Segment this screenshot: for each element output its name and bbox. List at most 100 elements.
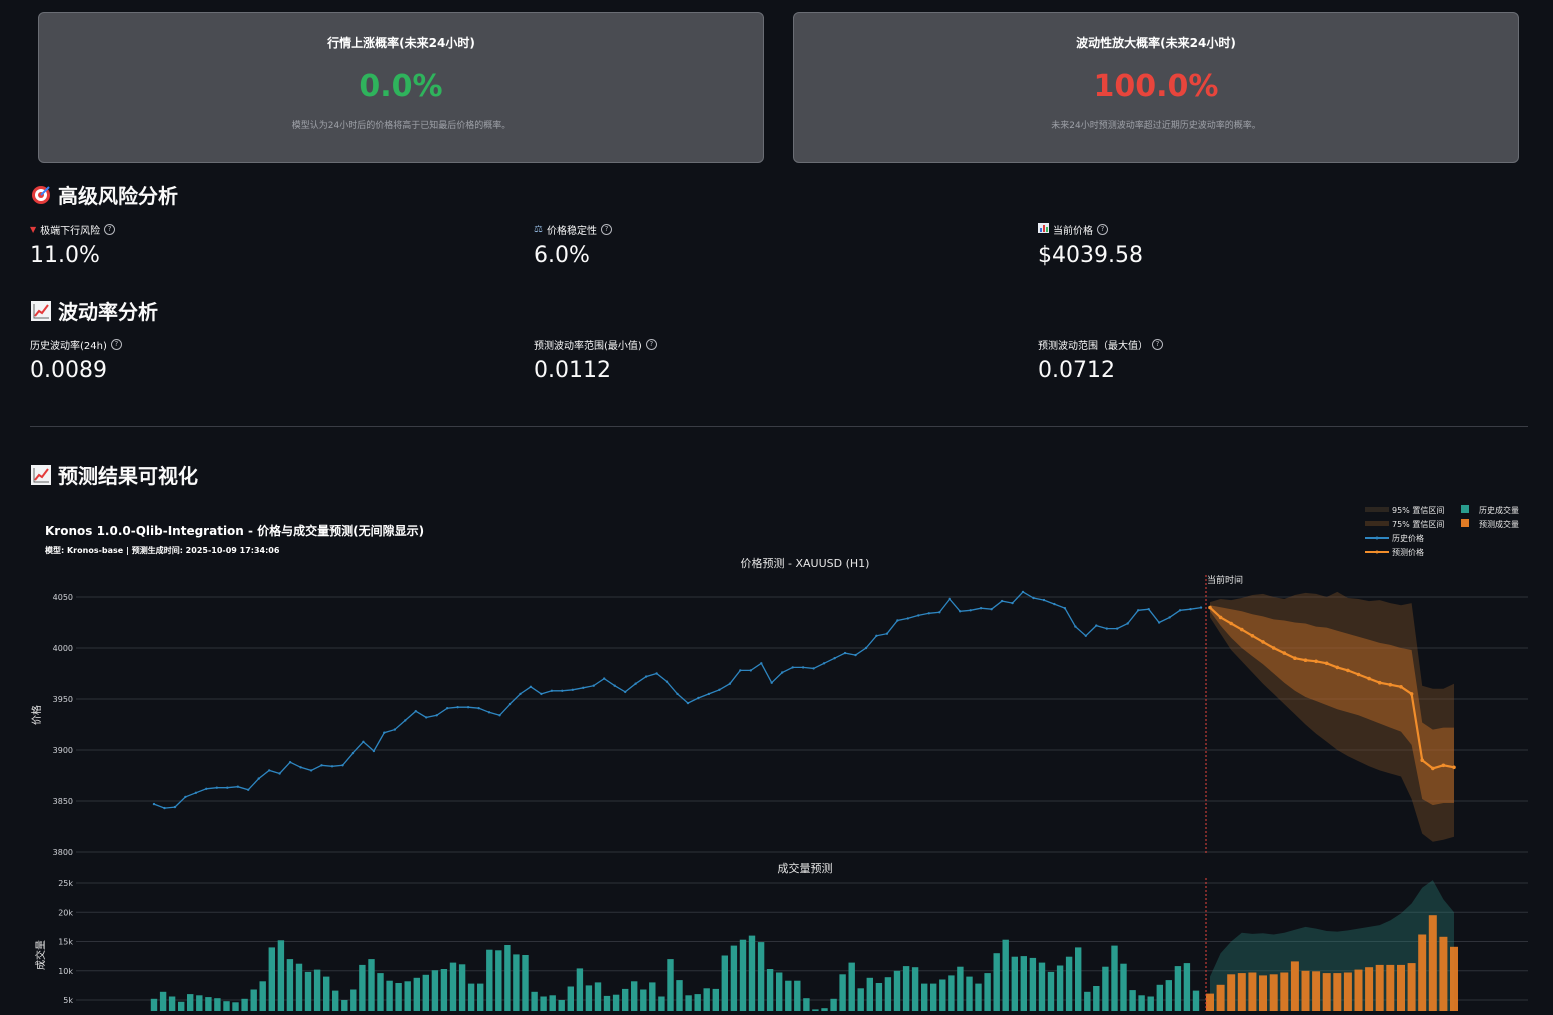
chart-legend[interactable]: 95% 置信区间 75% 置信区间 历史价格 预测价格 历史成交量 预测成交量 [1365,505,1519,557]
historical-price-line [153,591,1202,809]
volume-bar [295,963,303,1011]
volume-bar [458,964,466,1011]
legend-label[interactable]: 75% 置信区间 [1392,519,1444,529]
volume-bar [187,994,194,1011]
volume-bar [558,1000,565,1011]
legend-label[interactable]: 预测成交量 [1479,519,1519,529]
historical-price-point [414,710,417,713]
volume-bar [612,994,620,1011]
help-icon[interactable]: ? [1152,339,1163,350]
historical-price-point [812,667,815,670]
volume-bar [549,995,556,1011]
chart-canvas[interactable]: Kronos 1.0.0-Qlib-Integration - 价格与成交量预测… [0,490,1553,1012]
historical-price-point [226,786,229,789]
volume-bar [1165,980,1172,1011]
historical-price-point [288,761,292,764]
historical-price-point [519,692,522,696]
volume-bar [930,983,937,1011]
volume-bar [268,947,275,1011]
forecast-price-point [1452,765,1456,770]
help-icon[interactable]: ? [110,339,122,350]
metric-value: 0.0712 [1038,358,1115,383]
historical-price-point [550,689,554,692]
help-icon[interactable]: ? [600,224,612,235]
volume-bar [993,953,1000,1011]
volume-tick-label: 25k [58,879,73,888]
predicted-volume-bar [1333,973,1342,1011]
volume-bar [821,1008,828,1011]
historical-price-point [697,696,700,700]
historical-price-point [425,716,428,719]
historical-price-point [268,769,271,772]
legend-swatch-95 [1365,507,1389,512]
volume-bar [857,988,864,1011]
volume-bar [377,973,384,1011]
card-description: 模型认为24小时后的价格将高于已知最后价格的概率。 [291,121,511,131]
historical-price-point [362,740,365,743]
volume-bar [567,986,574,1011]
historical-price-point [456,706,459,709]
volume-bar [1093,986,1100,1011]
volume-bar [359,964,366,1011]
historical-price-point [791,666,794,669]
legend-label[interactable]: 预测价格 [1392,547,1424,557]
historical-price-point [372,749,376,753]
help-icon[interactable]: ? [645,339,657,350]
volume-bar [785,980,792,1011]
historical-price-point [571,688,574,691]
historical-price-point [969,609,972,612]
help-icon[interactable]: ? [104,224,116,235]
forecast-price-point [1356,672,1361,677]
historical-price-point [205,787,208,790]
historical-price-point [781,671,784,674]
volume-bar [286,959,294,1011]
historical-price-point [1084,634,1088,637]
volume-bar [921,983,928,1011]
historical-price-point [1178,609,1182,612]
volume-bar [766,969,774,1011]
help-icon[interactable]: ? [1097,224,1108,235]
historical-price-point [1126,622,1129,625]
prediction-chart[interactable]: Kronos 1.0.0-Qlib-Integration - 价格与成交量预测… [0,490,1553,1012]
metric-tail-risk: ▼ 极端下行风险? 11.0% [30,222,116,268]
forecast-price-point [1324,661,1329,666]
metric-predicted-vol-min: 预测波动率范围(最小值)? 0.0112 [534,337,657,383]
volume-bar [966,976,973,1011]
forecast-price-point [1240,627,1244,632]
predicted-volume-bar [1439,936,1448,1011]
predicted-volume-bar [1428,915,1437,1011]
volume-bar [830,998,837,1011]
legend-label[interactable]: 95% 置信区间 [1392,505,1444,515]
historical-price-point [1157,621,1161,624]
volume-bar [440,969,448,1011]
volume-bar [404,981,411,1011]
section-title: 预测结果可视化 [58,464,198,488]
forecast-price-point [1314,659,1318,664]
legend-label[interactable]: 历史成交量 [1479,505,1519,515]
metric-value: 0.0112 [534,358,611,383]
legend-label[interactable]: 历史价格 [1392,533,1424,543]
historical-price-point [896,619,899,622]
historical-price-point [864,646,868,650]
volume-bar [957,966,964,1011]
trend-chart-icon [30,300,52,322]
price-tick-label: 3800 [53,848,73,857]
volume-bar [350,989,357,1011]
historical-price-point [603,677,606,680]
forecast-price-point [1293,656,1297,660]
section-title: 高级风险分析 [58,184,178,208]
volume-bar [1129,990,1136,1011]
historical-price-point [1095,624,1098,627]
historical-price-point [278,772,281,775]
historical-price-point [446,707,449,710]
volume-bar [676,980,683,1011]
forecast-price-point [1282,651,1287,655]
volume-bar [948,975,955,1011]
historical-price-point [707,692,711,696]
price-tick-label: 3900 [53,746,73,755]
historical-price-point [1137,609,1140,612]
volume-bar [812,1009,819,1011]
volume-bar [594,982,602,1011]
price-tick-label: 4000 [53,644,73,653]
historical-price-point [1168,616,1171,619]
